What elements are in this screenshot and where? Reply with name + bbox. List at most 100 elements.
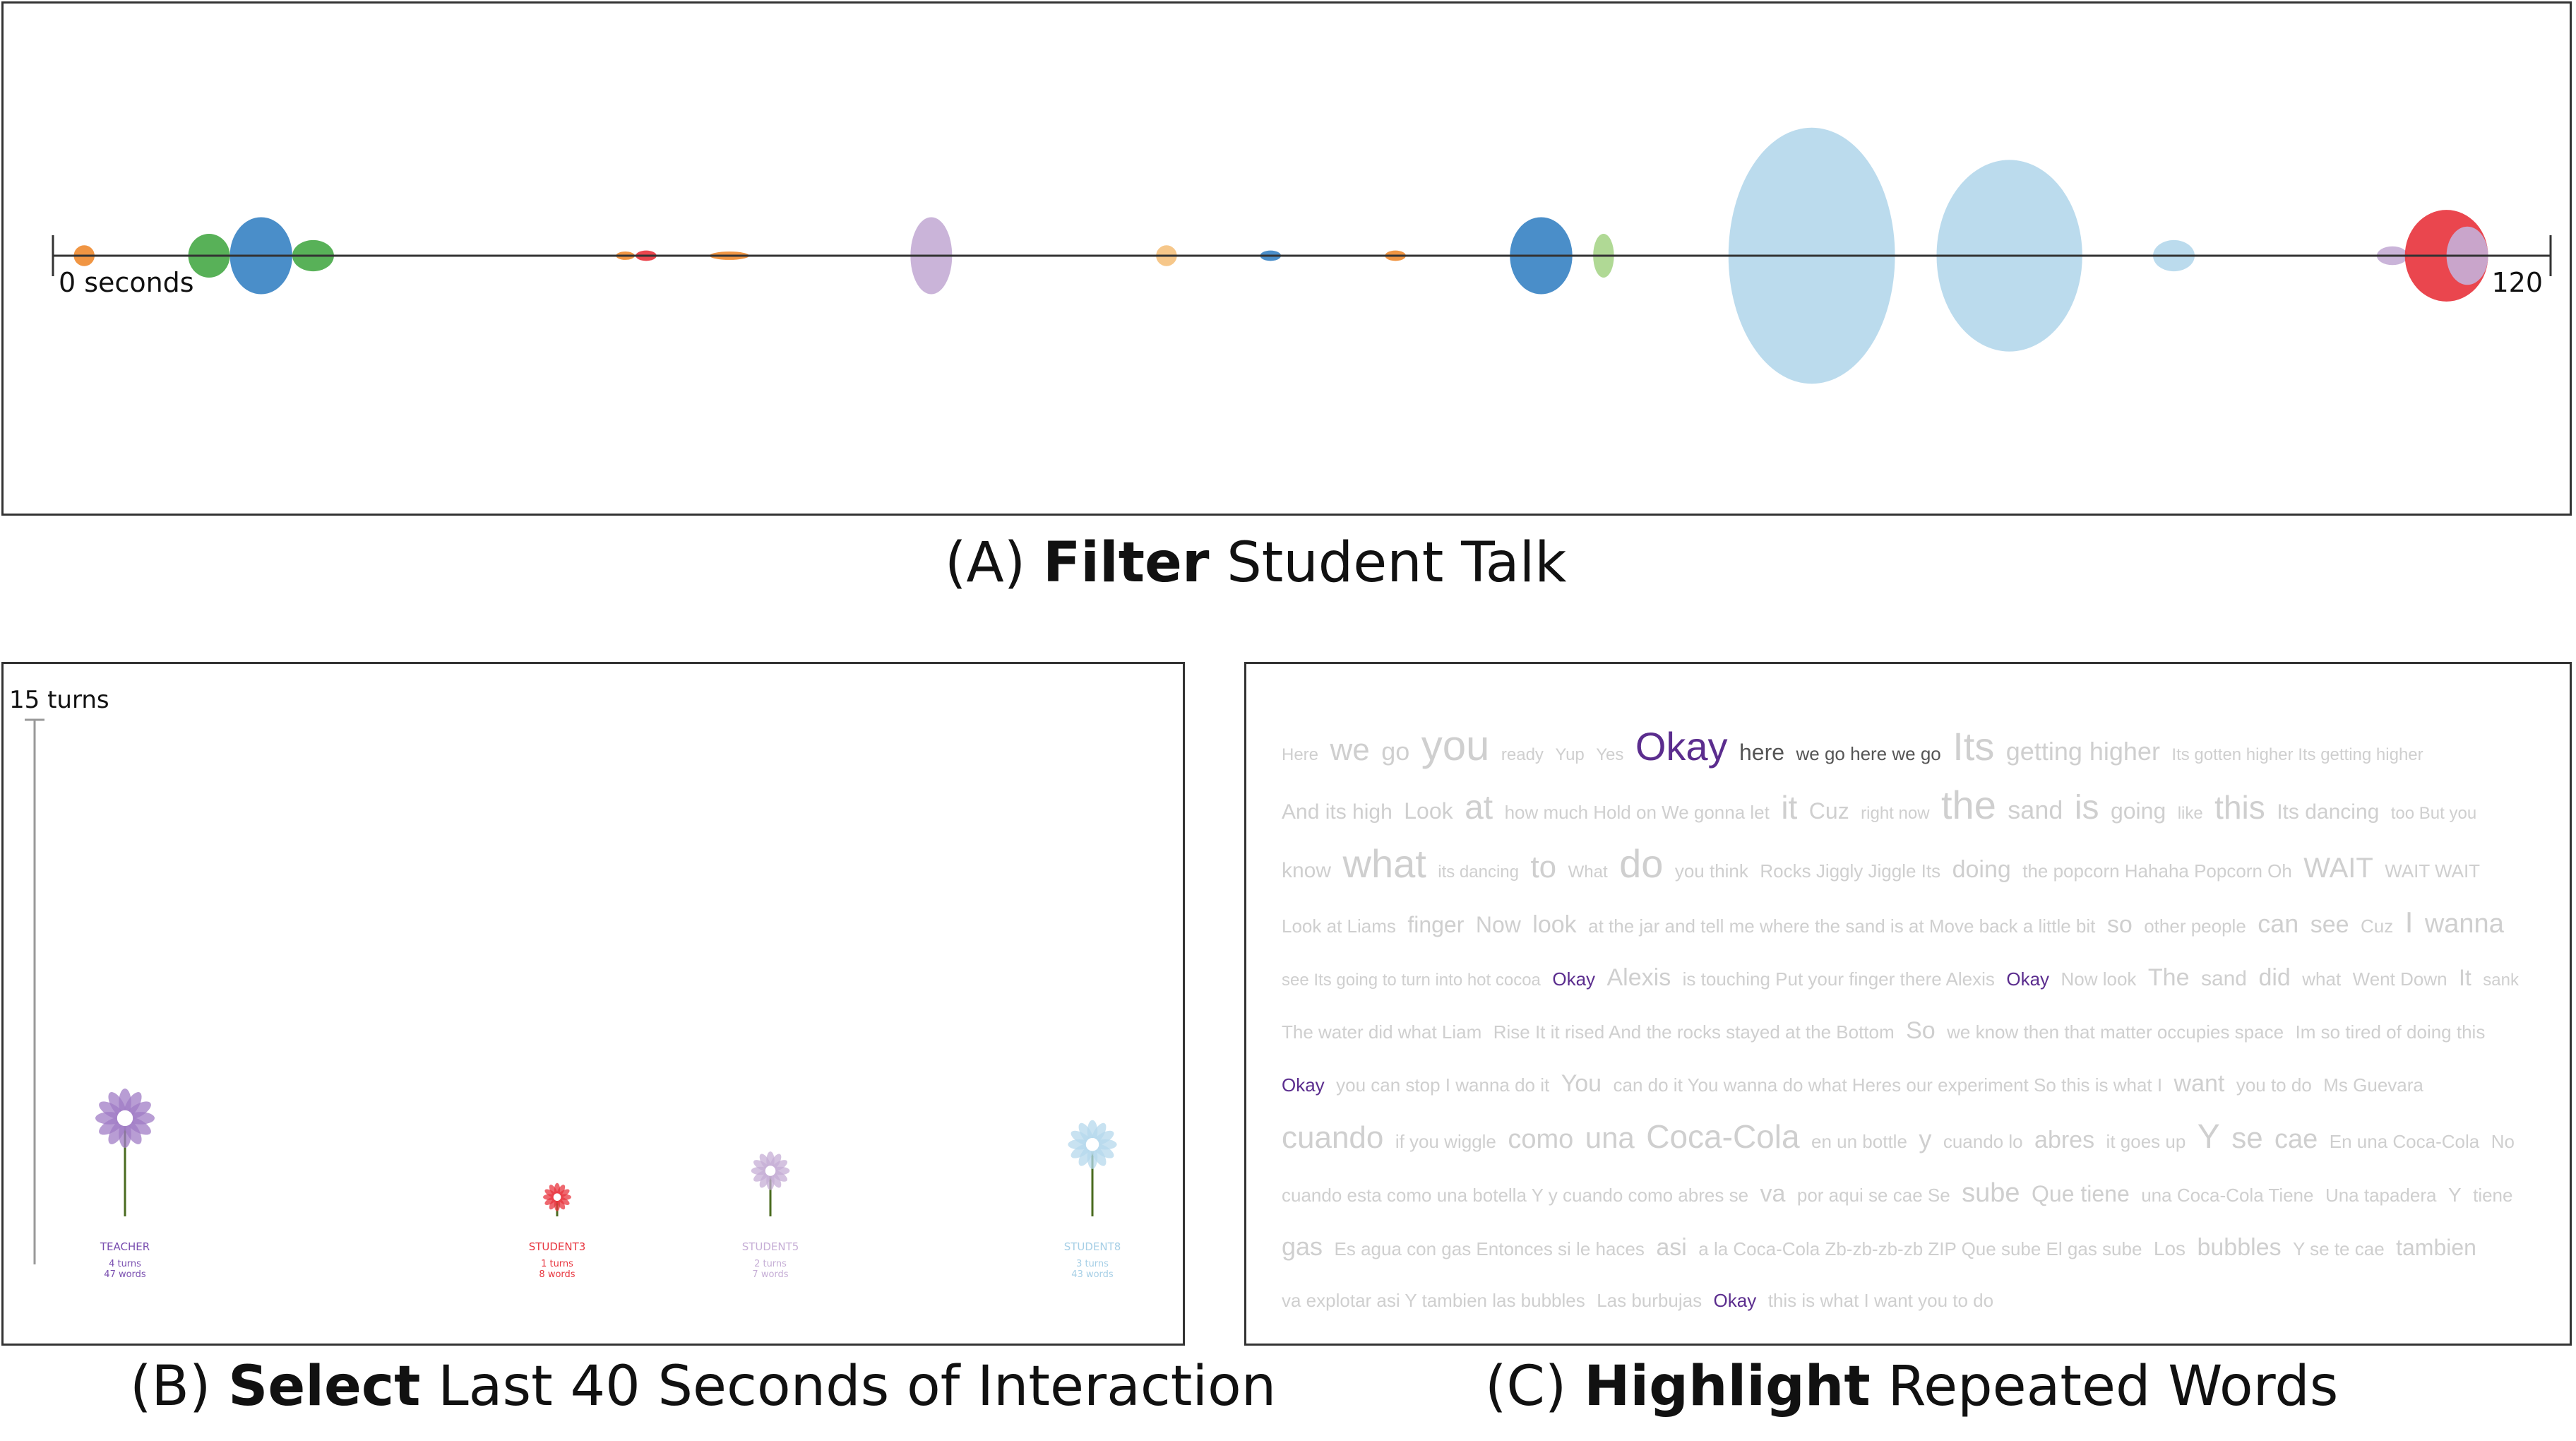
caption-a-prefix: (A) bbox=[945, 531, 1044, 595]
flower-turns-label: 2 turns bbox=[754, 1259, 787, 1269]
cloud-word: se bbox=[2231, 1121, 2263, 1154]
cloud-word: look bbox=[1532, 911, 1577, 938]
caption-a-rest: Student Talk bbox=[1209, 531, 1567, 595]
cloud-word: va bbox=[1760, 1180, 1786, 1207]
cloud-word: cuando bbox=[1282, 1120, 1384, 1155]
cloud-word: Now bbox=[1475, 912, 1521, 937]
flower-name-label: STUDENT8 bbox=[1064, 1240, 1121, 1253]
cloud-word: por aqui se cae Se bbox=[1796, 1185, 1950, 1206]
cloud-word: you can stop I wanna do it bbox=[1336, 1074, 1550, 1096]
highlighted-word: Okay bbox=[1713, 1290, 1757, 1311]
cloud-word: Went Down bbox=[2352, 968, 2447, 990]
cloud-word: Yes bbox=[1596, 745, 1624, 764]
cloud-word: Alexis bbox=[1606, 964, 1671, 991]
highlighted-word: Okay bbox=[2006, 968, 2050, 990]
cloud-word: see Its going to turn into hot cocoa bbox=[1282, 971, 1541, 990]
cloud-word: Es agua con gas Entonces si le haces bbox=[1334, 1238, 1645, 1259]
flower-words-label: 8 words bbox=[539, 1269, 575, 1280]
cloud-word: En una Coca-Cola bbox=[2329, 1131, 2480, 1152]
cloud-word: Y bbox=[2447, 1184, 2462, 1206]
cloud-word: getting higher bbox=[2005, 737, 2160, 766]
cloud-word: wanna bbox=[2424, 909, 2504, 939]
cloud-word: Cuz bbox=[1808, 798, 1849, 824]
cloud-word: Los bbox=[2153, 1238, 2186, 1259]
cloud-word: is bbox=[2074, 789, 2099, 826]
cloud-word: Las burbujas bbox=[1597, 1290, 1703, 1311]
cloud-word: the popcorn Hahaha Popcorn Oh bbox=[2022, 860, 2292, 882]
flower-center bbox=[765, 1166, 776, 1176]
cloud-word: go bbox=[1381, 737, 1410, 766]
cloud-word: cuando esta como una botella Y y cuando … bbox=[1282, 1185, 1749, 1206]
cloud-word: too But you bbox=[2390, 804, 2477, 823]
cloud-word: una Coca-Cola Tiene bbox=[2141, 1185, 2314, 1206]
flower-center bbox=[1085, 1137, 1099, 1151]
cloud-word: doing bbox=[1952, 856, 2011, 883]
cloud-word: this bbox=[2214, 789, 2265, 826]
cloud-word: you think bbox=[1674, 860, 1748, 882]
cloud-word: finger bbox=[1407, 912, 1465, 937]
cloud-word: You bbox=[1561, 1070, 1602, 1097]
cloud-word: at bbox=[1465, 789, 1493, 826]
cloud-word: No bbox=[2491, 1131, 2515, 1152]
cloud-word: its dancing bbox=[1438, 862, 1519, 882]
cloud-word: The water did what Liam bbox=[1282, 1021, 1482, 1043]
caption-c-prefix: (C) bbox=[1485, 1355, 1585, 1418]
cloud-word: can bbox=[2258, 909, 2299, 938]
cloud-word: And its high bbox=[1282, 800, 1393, 824]
cloud-word: Rise It it rised And the rocks stayed at… bbox=[1493, 1021, 1895, 1043]
cloud-word: we know then that matter occupies space bbox=[1947, 1021, 2284, 1043]
cloud-word: want bbox=[2174, 1070, 2225, 1097]
caption-b: (B) Select Last 40 Seconds of Interactio… bbox=[130, 1355, 1276, 1418]
caption-a-bold: Filter bbox=[1043, 531, 1210, 595]
cloud-word: like bbox=[2177, 804, 2203, 823]
cloud-word: it bbox=[1781, 789, 1798, 826]
cloud-word: other people bbox=[2144, 915, 2246, 937]
cloud-word: we bbox=[1330, 733, 1370, 767]
cloud-word: Una tapadera bbox=[2325, 1185, 2437, 1206]
cloud-word: what bbox=[2302, 968, 2342, 990]
cloud-word: this is what I want you to do bbox=[1767, 1290, 1994, 1311]
cloud-word: Im so tired of doing this bbox=[2295, 1021, 2486, 1043]
cloud-word: y bbox=[1919, 1125, 1932, 1154]
cloud-word: Y se te cae bbox=[2293, 1238, 2385, 1259]
cloud-word: how much Hold on We gonna let bbox=[1504, 802, 1770, 823]
cloud-word: como bbox=[1508, 1125, 1574, 1154]
cloud-word: sube bbox=[1962, 1178, 2020, 1208]
cloud-word: to bbox=[1530, 850, 1557, 884]
cloud-word: va explotar asi Y tambien las bubbles bbox=[1282, 1290, 1585, 1311]
cloud-word: abres bbox=[2034, 1127, 2095, 1154]
flower-words-label: 47 words bbox=[104, 1269, 146, 1280]
cloud-word: ready bbox=[1501, 745, 1544, 764]
flower-name-label: STUDENT5 bbox=[742, 1240, 799, 1253]
cloud-word: sand bbox=[2008, 795, 2063, 824]
flower-center bbox=[553, 1193, 561, 1202]
caption-c-rest: Repeated Words bbox=[1870, 1355, 2339, 1418]
cloud-word: Look at Liams bbox=[1282, 915, 1396, 937]
cloud-word: Y bbox=[2197, 1118, 2220, 1156]
highlighted-word: Okay bbox=[1552, 968, 1596, 990]
cloud-word: know bbox=[1282, 859, 1332, 882]
highlight-wordcloud-panel: Here we go you ready Yup Yes Okay here w… bbox=[1244, 662, 2572, 1346]
cloud-word: Que tiene bbox=[2032, 1181, 2130, 1206]
cloud-word: Yup bbox=[1555, 745, 1585, 764]
cloud-word: The bbox=[2147, 964, 2190, 991]
cloud-word: Now look bbox=[2061, 968, 2137, 990]
cloud-word: bubbles bbox=[2197, 1234, 2282, 1261]
cloud-word: cae bbox=[2274, 1125, 2318, 1154]
axis-start-label: 0 seconds bbox=[59, 267, 194, 298]
flower-words-label: 43 words bbox=[1071, 1269, 1114, 1280]
cloud-word: going bbox=[2110, 798, 2166, 824]
cloud-word: sand bbox=[2200, 967, 2247, 990]
cloud-word: It bbox=[2459, 965, 2471, 990]
cloud-word: did bbox=[2258, 964, 2291, 991]
cloud-word: WAIT WAIT bbox=[2385, 860, 2481, 882]
flower-turns-label: 3 turns bbox=[1076, 1259, 1109, 1269]
caption-b-prefix: (B) bbox=[130, 1355, 229, 1418]
cloud-word: right now bbox=[1861, 804, 1930, 823]
highlighted-word: Okay bbox=[1635, 724, 1728, 769]
cloud-word: a la Coca-Cola Zb-zb-zb-zb ZIP Que sube … bbox=[1698, 1238, 2142, 1259]
